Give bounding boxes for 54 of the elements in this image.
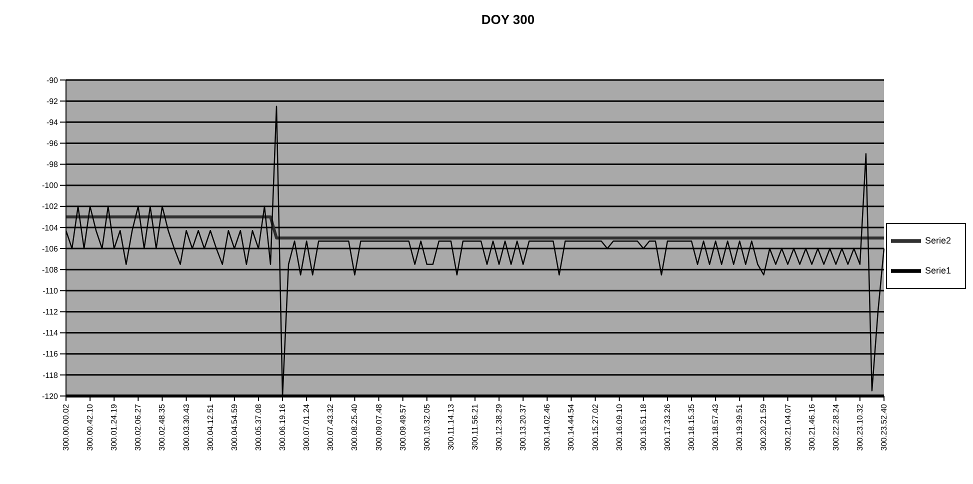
y-tick-label: -120 bbox=[42, 392, 59, 401]
x-tick-label: 300.14.44.54 bbox=[566, 403, 576, 451]
x-tick-label: 300.11.56.21 bbox=[470, 403, 480, 450]
x-tick-label: 300.02.48.35 bbox=[158, 403, 167, 451]
x-tick-label: 300.12.38.29 bbox=[494, 403, 504, 451]
chart-title: DOY 300 bbox=[480, 11, 536, 29]
x-tick-label: 300.20.21.59 bbox=[759, 403, 768, 451]
y-tick-label: -96 bbox=[46, 139, 59, 148]
x-tick-label: 300.19.39.51 bbox=[735, 403, 744, 451]
y-tick-label: -92 bbox=[46, 96, 59, 106]
x-tick-label: 300.04.12.51 bbox=[206, 403, 215, 451]
y-tick-label: -104 bbox=[42, 223, 59, 232]
x-tick-label: 300.06.19.16 bbox=[278, 403, 288, 451]
x-tick-label: 300.18.15.35 bbox=[687, 403, 696, 451]
legend-label: Serie2 bbox=[924, 235, 951, 246]
y-tick-label: -106 bbox=[42, 244, 59, 254]
x-tick-label: 300.05.37.08 bbox=[254, 403, 263, 451]
x-tick-label: 300.00.00.02 bbox=[62, 403, 70, 451]
y-tick-label: -108 bbox=[42, 265, 59, 274]
x-tick-label: 300.14.02.46 bbox=[542, 403, 552, 451]
y-tick-label: -90 bbox=[46, 76, 59, 85]
x-tick-label: 300.09.07.48 bbox=[374, 403, 384, 451]
y-tick-label: -112 bbox=[42, 308, 59, 317]
x-tick-label: 300.23.52.40 bbox=[879, 403, 888, 451]
y-tick-label: -118 bbox=[42, 370, 59, 380]
x-tick-label: 300.17.33.26 bbox=[662, 403, 672, 451]
y-tick-label: -100 bbox=[42, 181, 59, 190]
y-tick-label: -98 bbox=[46, 160, 59, 170]
y-tick-label: -110 bbox=[42, 286, 59, 296]
x-tick-label: 300.01.24.19 bbox=[110, 403, 119, 451]
x-tick-label: 300.13.20.37 bbox=[518, 403, 528, 451]
x-tick-label: 300.09.49.57 bbox=[398, 403, 408, 451]
x-tick-label: 300.03.30.43 bbox=[182, 403, 191, 451]
x-tick-label: 300.04.54.59 bbox=[230, 403, 239, 451]
x-tick-label: 300.23.10.32 bbox=[855, 403, 864, 451]
x-tick-label: 300.02.06.27 bbox=[134, 403, 143, 451]
x-tick-label: 300.07.43.32 bbox=[326, 403, 336, 451]
x-tick-label: 300.08.25.40 bbox=[350, 403, 360, 451]
x-tick-label: 300.18.57.43 bbox=[711, 403, 720, 451]
x-tick-label: 300.07.01.24 bbox=[302, 403, 312, 451]
y-tick-label: -116 bbox=[42, 350, 59, 359]
x-tick-label: 300.16.09.10 bbox=[614, 403, 624, 451]
legend-label: Serie1 bbox=[924, 265, 951, 276]
x-tick-label: 300.16.51.18 bbox=[638, 403, 648, 451]
y-tick-label: -102 bbox=[42, 202, 59, 212]
x-tick-label: 300.00.42.10 bbox=[86, 403, 95, 451]
y-tick-label: -94 bbox=[46, 118, 59, 127]
x-tick-label: 300.21.46.16 bbox=[807, 403, 816, 451]
x-tick-label: 300.15.27.02 bbox=[590, 403, 600, 451]
y-tick-label: -114 bbox=[42, 328, 59, 338]
x-tick-label: 300.22.28.24 bbox=[831, 403, 840, 451]
x-tick-label: 300.21.04.07 bbox=[783, 403, 792, 451]
x-tick-label: 300.11.14.13 bbox=[446, 403, 456, 450]
x-tick-label: 300.10.32.05 bbox=[422, 403, 432, 451]
